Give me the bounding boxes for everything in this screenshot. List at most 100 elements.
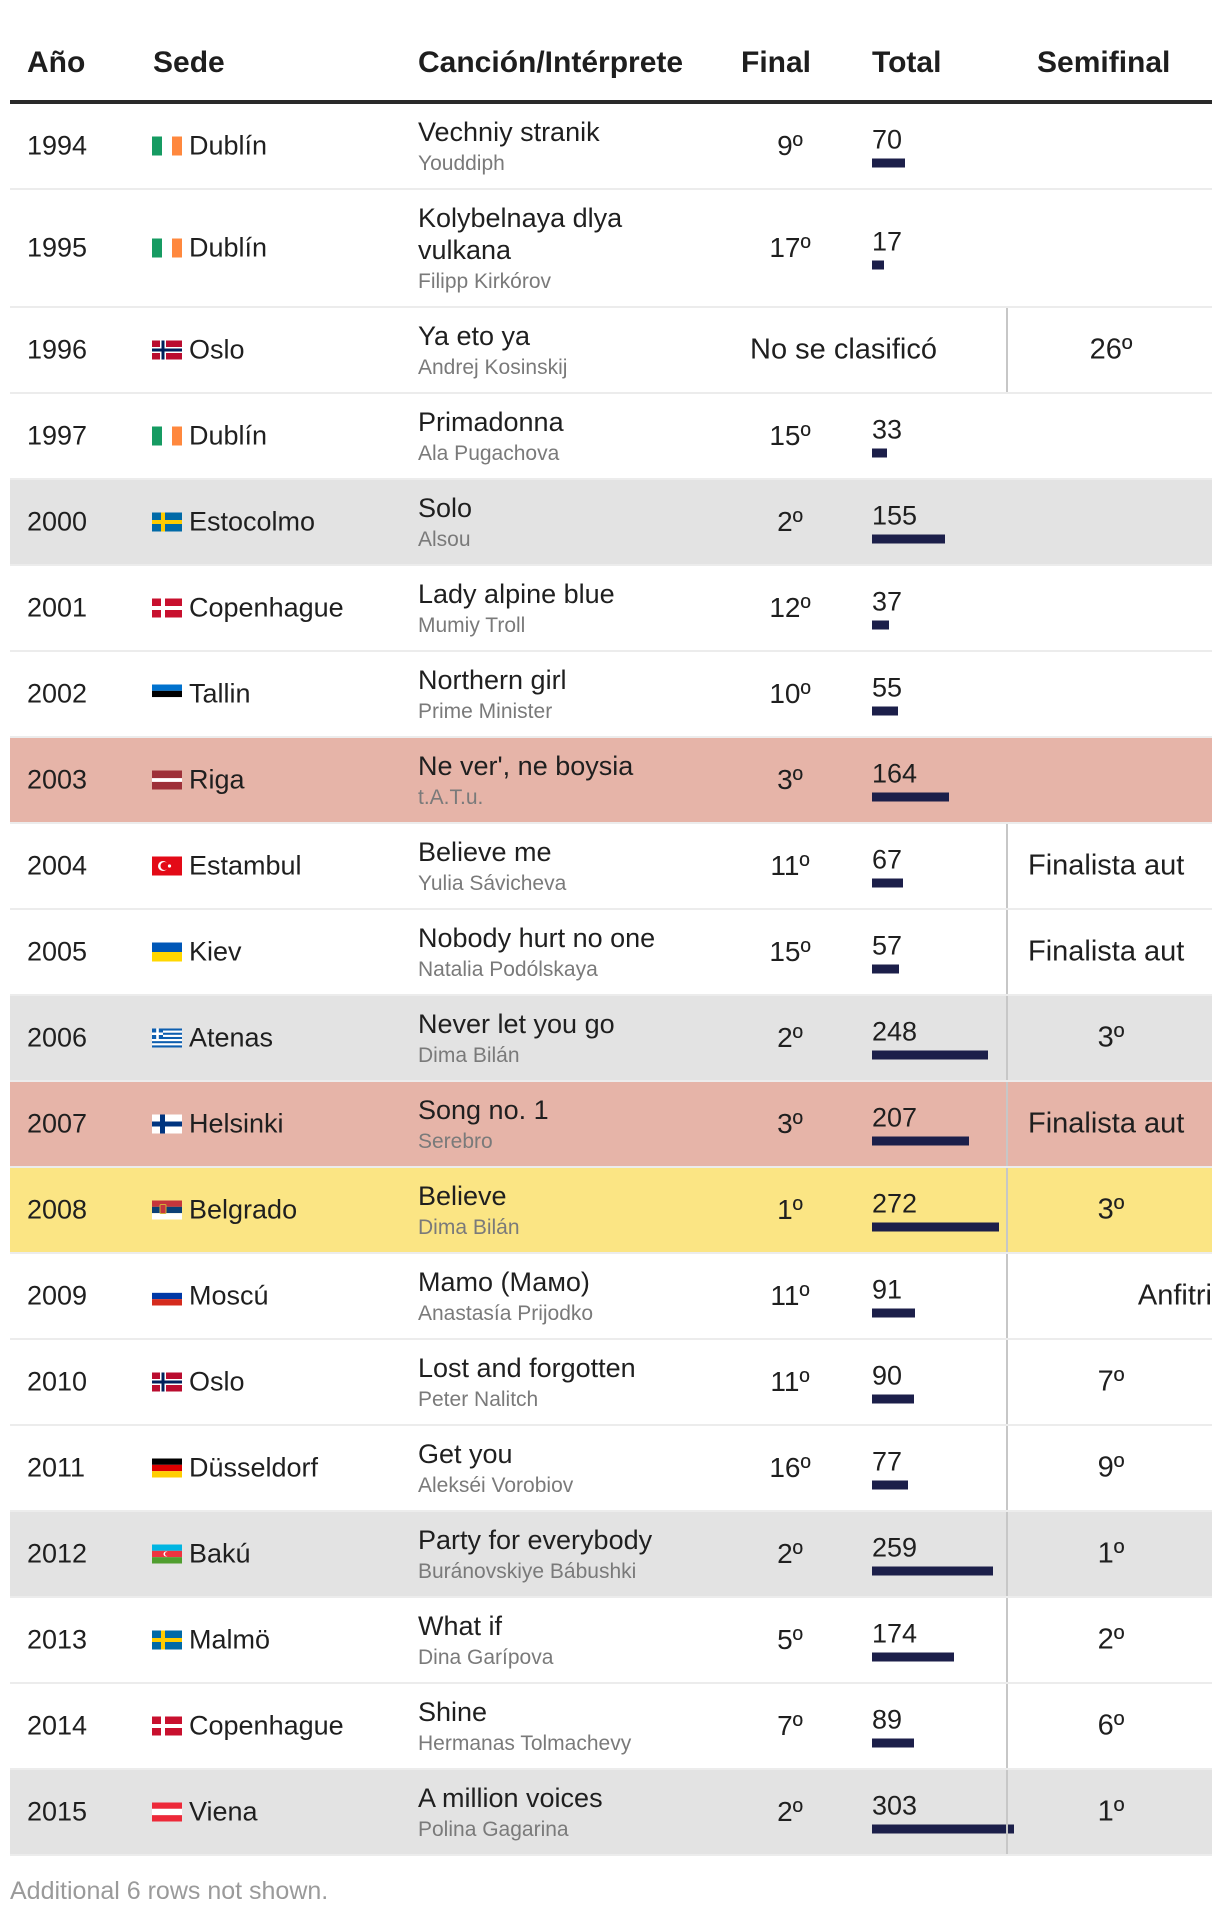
table-row: 1995 Dublín Kolybelnaya dlya vulkana Filipp… [10, 190, 1212, 308]
table-row: 2009 Moscú Mamo (Мамо) Anastasía Prijodko 11… [10, 1254, 1212, 1340]
total-bar [872, 792, 949, 802]
greece-flag-icon [152, 1028, 182, 1048]
semifinal-clip: Finalista aut [1010, 1082, 1212, 1166]
sede-cell: Viena [152, 1797, 258, 1828]
total-cell: 207 [872, 1103, 1052, 1146]
sede-cell: Belgrado [152, 1195, 297, 1226]
semifinal-position: 3º [1097, 1193, 1125, 1226]
sede-cell: Kiev [152, 937, 242, 968]
semifinal-position: Finalista aut [1028, 935, 1185, 968]
year-cell: 2003 [27, 764, 88, 795]
ireland-flag-icon [152, 136, 182, 156]
header-semifinal[interactable]: Semifinal [1037, 46, 1171, 79]
table-row: 2012 Bakú Party for everybody Buránovskiye … [10, 1512, 1212, 1598]
sede-cell: Düsseldorf [152, 1453, 318, 1484]
sede-cell: Bakú [152, 1539, 251, 1570]
year-cell: 1997 [27, 420, 88, 451]
semifinal-divider [1006, 1082, 1008, 1166]
sede-name: Kiev [189, 936, 242, 967]
sede-cell: Copenhague [152, 593, 344, 624]
final-position: 5º [777, 1624, 803, 1655]
total-bar [872, 1480, 908, 1490]
song-cell: Believe Dima Bilán [418, 1180, 683, 1240]
year-cell: 2012 [27, 1538, 88, 1569]
final-position: 2º [777, 506, 803, 537]
sede-name: Malmö [189, 1624, 271, 1655]
song-title: Primadonna [418, 407, 564, 437]
song-cell: Kolybelnaya dlya vulkana Filipp Kirkórov [418, 202, 683, 294]
total-bar [872, 1308, 915, 1318]
final-position: 11º [770, 1366, 810, 1397]
table-row: 2008 Belgrado Believe Dima Bilán 1º 272 3º [10, 1168, 1212, 1254]
song-cell: Solo Alsou [418, 492, 683, 552]
semifinal-position: 1º [1097, 1537, 1125, 1570]
footer-note: Additional 6 rows not shown. [10, 1877, 329, 1905]
total-points: 174 [872, 1618, 918, 1649]
song-artist: Dima Bilán [418, 1044, 520, 1067]
total-points: 90 [872, 1360, 903, 1391]
sede-name: Atenas [189, 1022, 274, 1053]
year-cell: 1994 [27, 130, 88, 161]
total-bar [872, 1824, 1014, 1834]
total-cell: 33 [872, 415, 1052, 458]
header-total[interactable]: Total [872, 46, 942, 79]
semifinal-divider [1006, 1168, 1008, 1252]
total-bar [872, 1050, 988, 1060]
song-artist: Natalia Podólskaya [418, 958, 598, 981]
year-cell: 2010 [27, 1366, 88, 1397]
total-points: 91 [872, 1274, 903, 1305]
song-title: Song no. 1 [418, 1095, 549, 1125]
year-cell: 2015 [27, 1796, 88, 1827]
sweden-flag-icon [152, 1630, 182, 1650]
ireland-flag-icon [152, 426, 182, 446]
sede-name: Belgrado [189, 1194, 298, 1225]
total-bar [872, 620, 889, 630]
final-position: 2º [777, 1022, 803, 1053]
header-final[interactable]: Final [741, 46, 812, 79]
sede-cell: Oslo [152, 335, 245, 366]
total-points: 272 [872, 1188, 918, 1219]
song-artist: Filipp Kirkórov [418, 270, 552, 293]
song-artist: Ala Pugachova [418, 442, 560, 465]
results-table: Año Sede Canción/Intérprete Final Total … [10, 0, 1212, 1856]
ukraine-flag-icon [152, 942, 182, 962]
russia-flag-icon [152, 1286, 182, 1306]
semifinal-position: 9º [1097, 1451, 1125, 1484]
germany-flag-icon [152, 1458, 182, 1478]
ireland-flag-icon [152, 238, 182, 258]
total-bar [872, 1652, 954, 1662]
final-not-qualified: No se clasificó [750, 333, 937, 366]
semifinal-position: 2º [1097, 1623, 1125, 1656]
semifinal-clip: 1º [1010, 1770, 1212, 1854]
total-points: 55 [872, 672, 903, 703]
total-cell: 55 [872, 673, 1052, 716]
semifinal-position: Finalista aut [1028, 849, 1185, 882]
table-row: 2011 Düsseldorf Get you Alekséi Vorobiov 16º… [10, 1426, 1212, 1512]
table-row: 2001 Copenhague Lady alpine blue Mumiy Trol… [10, 566, 1212, 652]
sede-name: Dublín [189, 130, 268, 161]
semifinal-clip: 26º [1010, 308, 1212, 392]
header-song[interactable]: Canción/Intérprete [418, 46, 684, 79]
year-cell: 2013 [27, 1624, 88, 1655]
semifinal-position: 26º [1089, 333, 1133, 366]
total-cell: 90 [872, 1361, 1052, 1404]
total-points: 248 [872, 1016, 918, 1047]
final-position: 16º [769, 1452, 811, 1483]
header-sede[interactable]: Sede [153, 46, 225, 79]
total-bar [872, 1136, 969, 1146]
sede-cell: Estambul [152, 851, 302, 882]
year-cell: 2000 [27, 506, 88, 537]
song-cell: Shine Hermanas Tolmachevy [418, 1696, 683, 1756]
semifinal-divider [1006, 824, 1008, 908]
semifinal-divider [1006, 1254, 1008, 1338]
song-artist: Polina Gagarina [418, 1818, 569, 1841]
sede-name: Estambul [189, 850, 302, 881]
semifinal-clip: 9º [1010, 1426, 1212, 1510]
final-position: 15º [769, 936, 811, 967]
total-points: 57 [872, 930, 903, 961]
sede-name: Estocolmo [189, 506, 316, 537]
song-cell: Primadonna Ala Pugachova [418, 406, 683, 466]
table-row: 2007 Helsinki Song no. 1 Serebro 3º 207 Finali… [10, 1082, 1212, 1168]
header-year[interactable]: Año [27, 46, 86, 79]
final-position: 15º [769, 420, 811, 451]
